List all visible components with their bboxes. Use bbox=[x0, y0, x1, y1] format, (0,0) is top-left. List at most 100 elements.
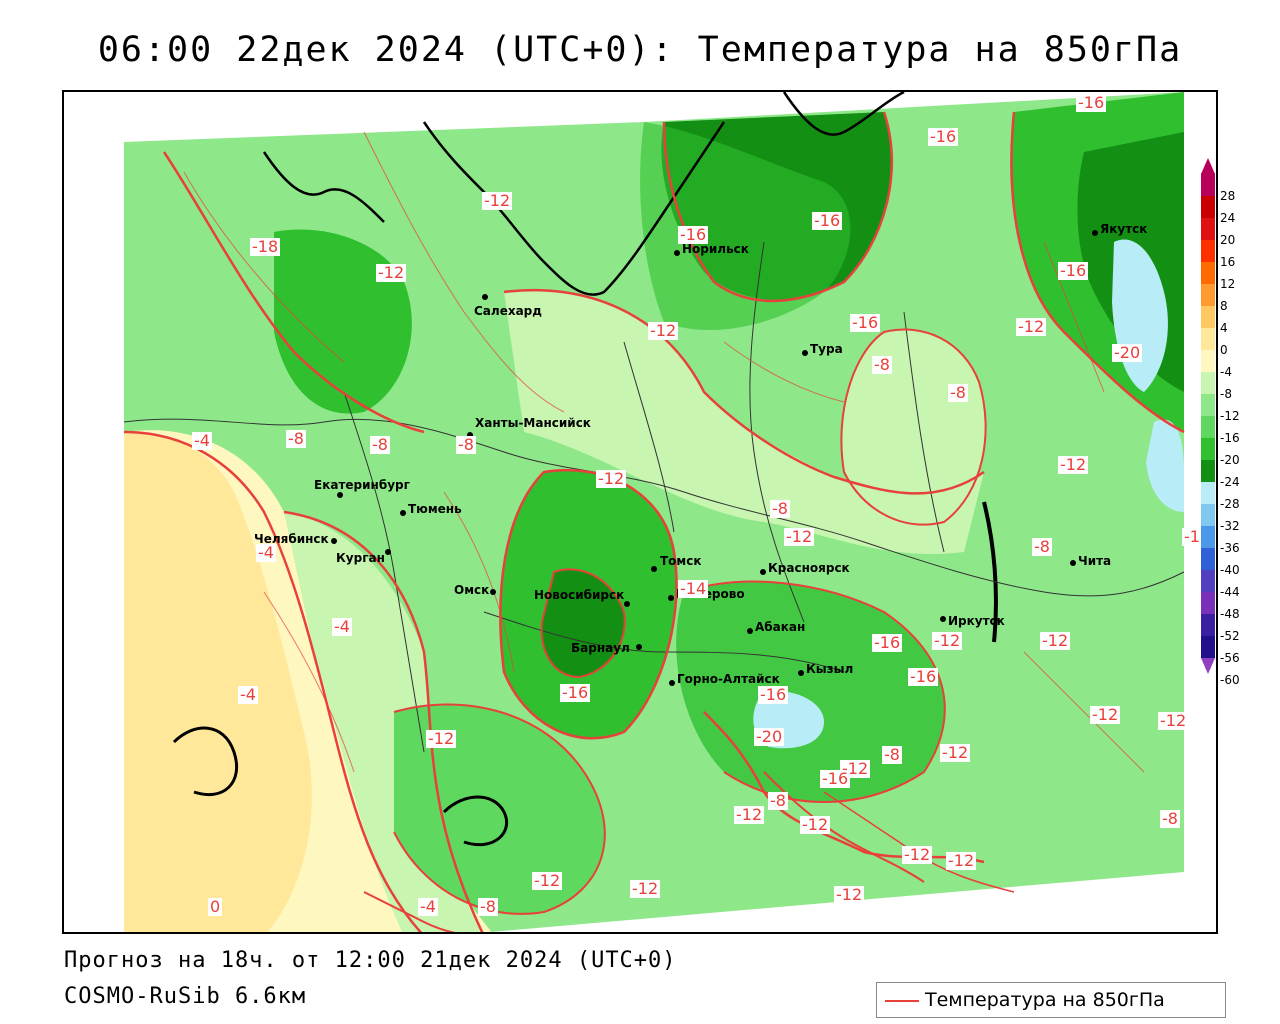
city-label: Новосибирск bbox=[534, 588, 625, 602]
isoline-label: -8 bbox=[768, 791, 788, 810]
scale-swatch bbox=[1201, 482, 1215, 504]
isoline-label: -12 bbox=[734, 805, 765, 824]
city-dot bbox=[798, 670, 804, 676]
scale-tick-label: -28 bbox=[1220, 497, 1240, 511]
city-dot bbox=[337, 492, 343, 498]
city-dot bbox=[636, 644, 642, 650]
scale-tick-label: 4 bbox=[1220, 321, 1228, 335]
city-dot bbox=[747, 628, 753, 634]
city-dot bbox=[802, 350, 808, 356]
isoline-label: -12 bbox=[630, 879, 661, 898]
isoline-label: -16 bbox=[1076, 93, 1107, 112]
scale-tick-label: -12 bbox=[1220, 409, 1240, 423]
isoline-label: -12 bbox=[932, 631, 963, 650]
scale-arrow-top bbox=[1201, 158, 1215, 174]
city-dot bbox=[1092, 230, 1098, 236]
isoline-label: -8 bbox=[770, 499, 790, 518]
scale-tick-label: 24 bbox=[1220, 211, 1236, 225]
scale-swatch bbox=[1201, 526, 1215, 548]
isoline-label: -12 bbox=[784, 527, 815, 546]
scale-tick-label: 12 bbox=[1220, 277, 1236, 291]
city-dot bbox=[385, 549, 391, 555]
forecast-info: Прогноз на 18ч. от 12:00 21дек 2024 (UTC… bbox=[64, 948, 677, 973]
isoline-label: -12 bbox=[532, 871, 563, 890]
scale-tick-label: 8 bbox=[1220, 299, 1228, 313]
city-label: Барнаул bbox=[571, 641, 630, 655]
isoline-label: -8 bbox=[286, 429, 306, 448]
isoline-label: -12 bbox=[1090, 705, 1121, 724]
scale-swatch bbox=[1201, 306, 1215, 328]
scale-swatch bbox=[1201, 372, 1215, 394]
city-label: Ханты-Мансийск bbox=[475, 416, 591, 430]
isoline-label: -16 bbox=[758, 685, 789, 704]
scale-swatch bbox=[1201, 196, 1215, 218]
scale-tick-label: -36 bbox=[1220, 541, 1240, 555]
isoline-label: -16 bbox=[820, 769, 851, 788]
city-label: Екатеринбург bbox=[314, 478, 410, 492]
scale-tick-label: -4 bbox=[1220, 365, 1232, 379]
scale-tick-label: 20 bbox=[1220, 233, 1236, 247]
isoline-label: 0 bbox=[208, 897, 223, 916]
isoline-label: -16 bbox=[872, 633, 903, 652]
scale-swatch bbox=[1201, 614, 1215, 636]
city-label: Омск bbox=[454, 583, 490, 597]
scale-swatch bbox=[1201, 416, 1215, 438]
scale-tick-label: -16 bbox=[1220, 431, 1240, 445]
city-label: Курган bbox=[336, 551, 385, 565]
legend-line bbox=[885, 1000, 919, 1002]
isoline-label: -8 bbox=[882, 745, 902, 764]
isoline-label: -12 bbox=[596, 469, 627, 488]
isoline-label: -12 bbox=[1158, 711, 1189, 730]
city-dot bbox=[482, 294, 488, 300]
city-dot bbox=[760, 569, 766, 575]
scale-swatch bbox=[1201, 570, 1215, 592]
isoline-label: -12 bbox=[648, 321, 679, 340]
scale-swatch bbox=[1201, 328, 1215, 350]
city-dot bbox=[331, 538, 337, 544]
isoline-label: -12 bbox=[946, 851, 977, 870]
city-dot bbox=[624, 601, 630, 607]
isoline-label: -16 bbox=[560, 683, 591, 702]
isoline-label: -16 bbox=[850, 313, 881, 332]
isoline-label: -4 bbox=[332, 617, 352, 636]
legend-label: Температура на 850гПа bbox=[925, 989, 1165, 1011]
scale-tick-label: 0 bbox=[1220, 343, 1228, 357]
scale-tick-label: -40 bbox=[1220, 563, 1240, 577]
scale-tick-label: -24 bbox=[1220, 475, 1240, 489]
isoline-label: -16 bbox=[1058, 261, 1089, 280]
color-scale-bar bbox=[1201, 158, 1215, 674]
scale-swatch bbox=[1201, 350, 1215, 372]
scale-swatch bbox=[1201, 394, 1215, 416]
scale-tick-label: -20 bbox=[1220, 453, 1240, 467]
city-dot bbox=[490, 589, 496, 595]
scale-tick-label: -44 bbox=[1220, 585, 1240, 599]
city-label: Кызыл bbox=[806, 662, 854, 676]
city-label: Горно-Алтайск bbox=[677, 672, 780, 686]
isoline-label: -4 bbox=[256, 543, 276, 562]
isoline-label: -12 bbox=[1016, 317, 1047, 336]
isoline-label: -8 bbox=[948, 383, 968, 402]
isoline-label: -4 bbox=[238, 685, 258, 704]
isoline-label: -16 bbox=[928, 127, 959, 146]
scale-tick-label: -48 bbox=[1220, 607, 1240, 621]
isoline-label: -12 bbox=[902, 845, 933, 864]
isoline-label: -16 bbox=[678, 225, 709, 244]
scale-tick-label: -8 bbox=[1220, 387, 1232, 401]
color-scale: 28 24 20 16 12 8 4 0 -4 -8 -12 -16 -20 -24 -28 -32 -36 -4… bbox=[1200, 158, 1272, 688]
isoline-label: -4 bbox=[192, 431, 212, 450]
isoline-label: -8 bbox=[1160, 809, 1180, 828]
map-panel[interactable]: Норильск Якутск Салехард Тура Ханты-Манс… bbox=[62, 90, 1218, 934]
scale-arrow-bottom bbox=[1201, 658, 1215, 674]
city-dot bbox=[400, 510, 406, 516]
isoline-label: -16 bbox=[812, 211, 843, 230]
scale-swatch bbox=[1201, 218, 1215, 240]
isoline-label: -12 bbox=[376, 263, 407, 282]
city-label: Иркутск bbox=[948, 614, 1005, 628]
city-dot bbox=[674, 250, 680, 256]
isoline-label: -18 bbox=[250, 237, 281, 256]
isoline-label: -12 bbox=[834, 885, 865, 904]
temperature-field bbox=[64, 92, 1216, 932]
isoline-label: -20 bbox=[754, 727, 785, 746]
scale-swatch bbox=[1201, 460, 1215, 482]
legend: Температура на 850гПа bbox=[876, 982, 1226, 1018]
